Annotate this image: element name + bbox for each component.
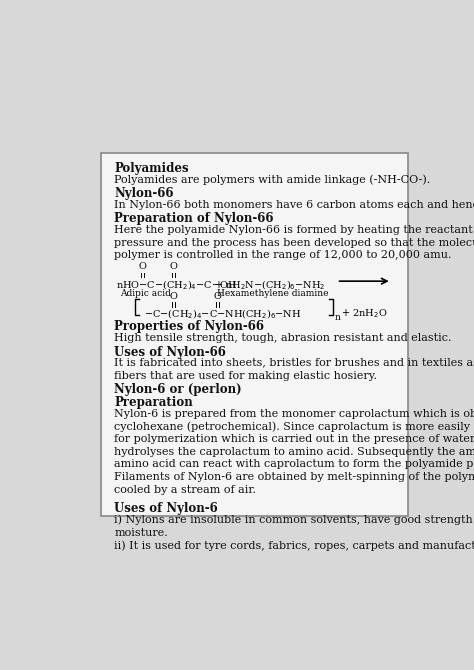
Text: $+$ nH$_2$N$-$(CH$_2$)$_6$$-$NH$_2$: $+$ nH$_2$N$-$(CH$_2$)$_6$$-$NH$_2$ bbox=[213, 278, 325, 291]
Text: Polyamides: Polyamides bbox=[114, 162, 189, 175]
Text: pressure and the process has been developed so that the molecular mass of the: pressure and the process has been develo… bbox=[114, 238, 474, 248]
Text: Uses of Nylon-66: Uses of Nylon-66 bbox=[114, 346, 226, 358]
Text: Preparation: Preparation bbox=[114, 396, 193, 409]
Text: polymer is controlled in the range of 12,000 to 20,000 amu.: polymer is controlled in the range of 12… bbox=[114, 251, 452, 261]
Text: O: O bbox=[169, 263, 177, 271]
Text: Polyamides are polymers with amide linkage (-NH-CO-).: Polyamides are polymers with amide linka… bbox=[114, 175, 430, 185]
Text: nHO$-$C$-$(CH$_2$)$_4$$-$C$-$OH: nHO$-$C$-$(CH$_2$)$_4$$-$C$-$OH bbox=[116, 278, 237, 291]
Text: $+$ 2nH$_2$O: $+$ 2nH$_2$O bbox=[341, 308, 387, 320]
Text: O: O bbox=[213, 292, 221, 301]
Text: fibers that are used for making elastic hosiery.: fibers that are used for making elastic … bbox=[114, 371, 377, 381]
Text: i) Nylons are insoluble in common solvents, have good strength and absorb little: i) Nylons are insoluble in common solven… bbox=[114, 515, 474, 525]
Text: moisture.: moisture. bbox=[114, 527, 168, 537]
Text: Filaments of Nylon-6 are obtained by melt-spinning of the polymer. The fibers ar: Filaments of Nylon-6 are obtained by mel… bbox=[114, 472, 474, 482]
Text: Nylon-6 or (perlon): Nylon-6 or (perlon) bbox=[114, 383, 242, 397]
Text: Properties of Nylon-66: Properties of Nylon-66 bbox=[114, 320, 264, 333]
Text: cooled by a stream of air.: cooled by a stream of air. bbox=[114, 484, 256, 494]
Text: It is fabricated into sheets, bristles for brushes and in textiles as crinkled n: It is fabricated into sheets, bristles f… bbox=[114, 358, 474, 369]
Text: Nylon-6 is prepared from the monomer caprolactum which is obtained from: Nylon-6 is prepared from the monomer cap… bbox=[114, 409, 474, 419]
Text: Nylon-66: Nylon-66 bbox=[114, 187, 174, 200]
Text: n: n bbox=[334, 313, 340, 322]
Text: for polymerization which is carried out in the presence of water that first: for polymerization which is carried out … bbox=[114, 434, 474, 444]
Text: High tensile strength, tough, abrasion resistant and elastic.: High tensile strength, tough, abrasion r… bbox=[114, 333, 452, 343]
Text: O: O bbox=[169, 292, 177, 301]
Text: hydrolyses the caprolactum to amino acid. Subsequently the amino group of the: hydrolyses the caprolactum to amino acid… bbox=[114, 447, 474, 457]
Text: cyclohexane (petrochemical). Since caprolactum is more easily available, it is u: cyclohexane (petrochemical). Since capro… bbox=[114, 421, 474, 432]
Text: Here the polyamide Nylon-66 is formed by heating the reactant mixture under: Here the polyamide Nylon-66 is formed by… bbox=[114, 225, 474, 235]
Text: $-$C$-$(CH$_2$)$_4$$-$C$-$NH(CH$_2$)$_6$$-$NH: $-$C$-$(CH$_2$)$_4$$-$C$-$NH(CH$_2$)$_6$… bbox=[144, 308, 301, 321]
Text: In Nylon-66 both monomers have 6 carbon atoms each and hence the name.: In Nylon-66 both monomers have 6 carbon … bbox=[114, 200, 474, 210]
Text: amino acid can react with caprolactum to form the polyamide polymer.: amino acid can react with caprolactum to… bbox=[114, 460, 474, 469]
FancyBboxPatch shape bbox=[101, 153, 408, 517]
Text: ii) It is used for tyre cords, fabrics, ropes, carpets and manufacture of garmen: ii) It is used for tyre cords, fabrics, … bbox=[114, 540, 474, 551]
Text: Preparation of Nylon-66: Preparation of Nylon-66 bbox=[114, 212, 274, 226]
Text: O: O bbox=[139, 263, 146, 271]
Text: Adipic acid: Adipic acid bbox=[120, 289, 171, 297]
Text: Hexamethylene diamine: Hexamethylene diamine bbox=[217, 289, 328, 297]
Text: Uses of Nylon-6: Uses of Nylon-6 bbox=[114, 502, 218, 515]
